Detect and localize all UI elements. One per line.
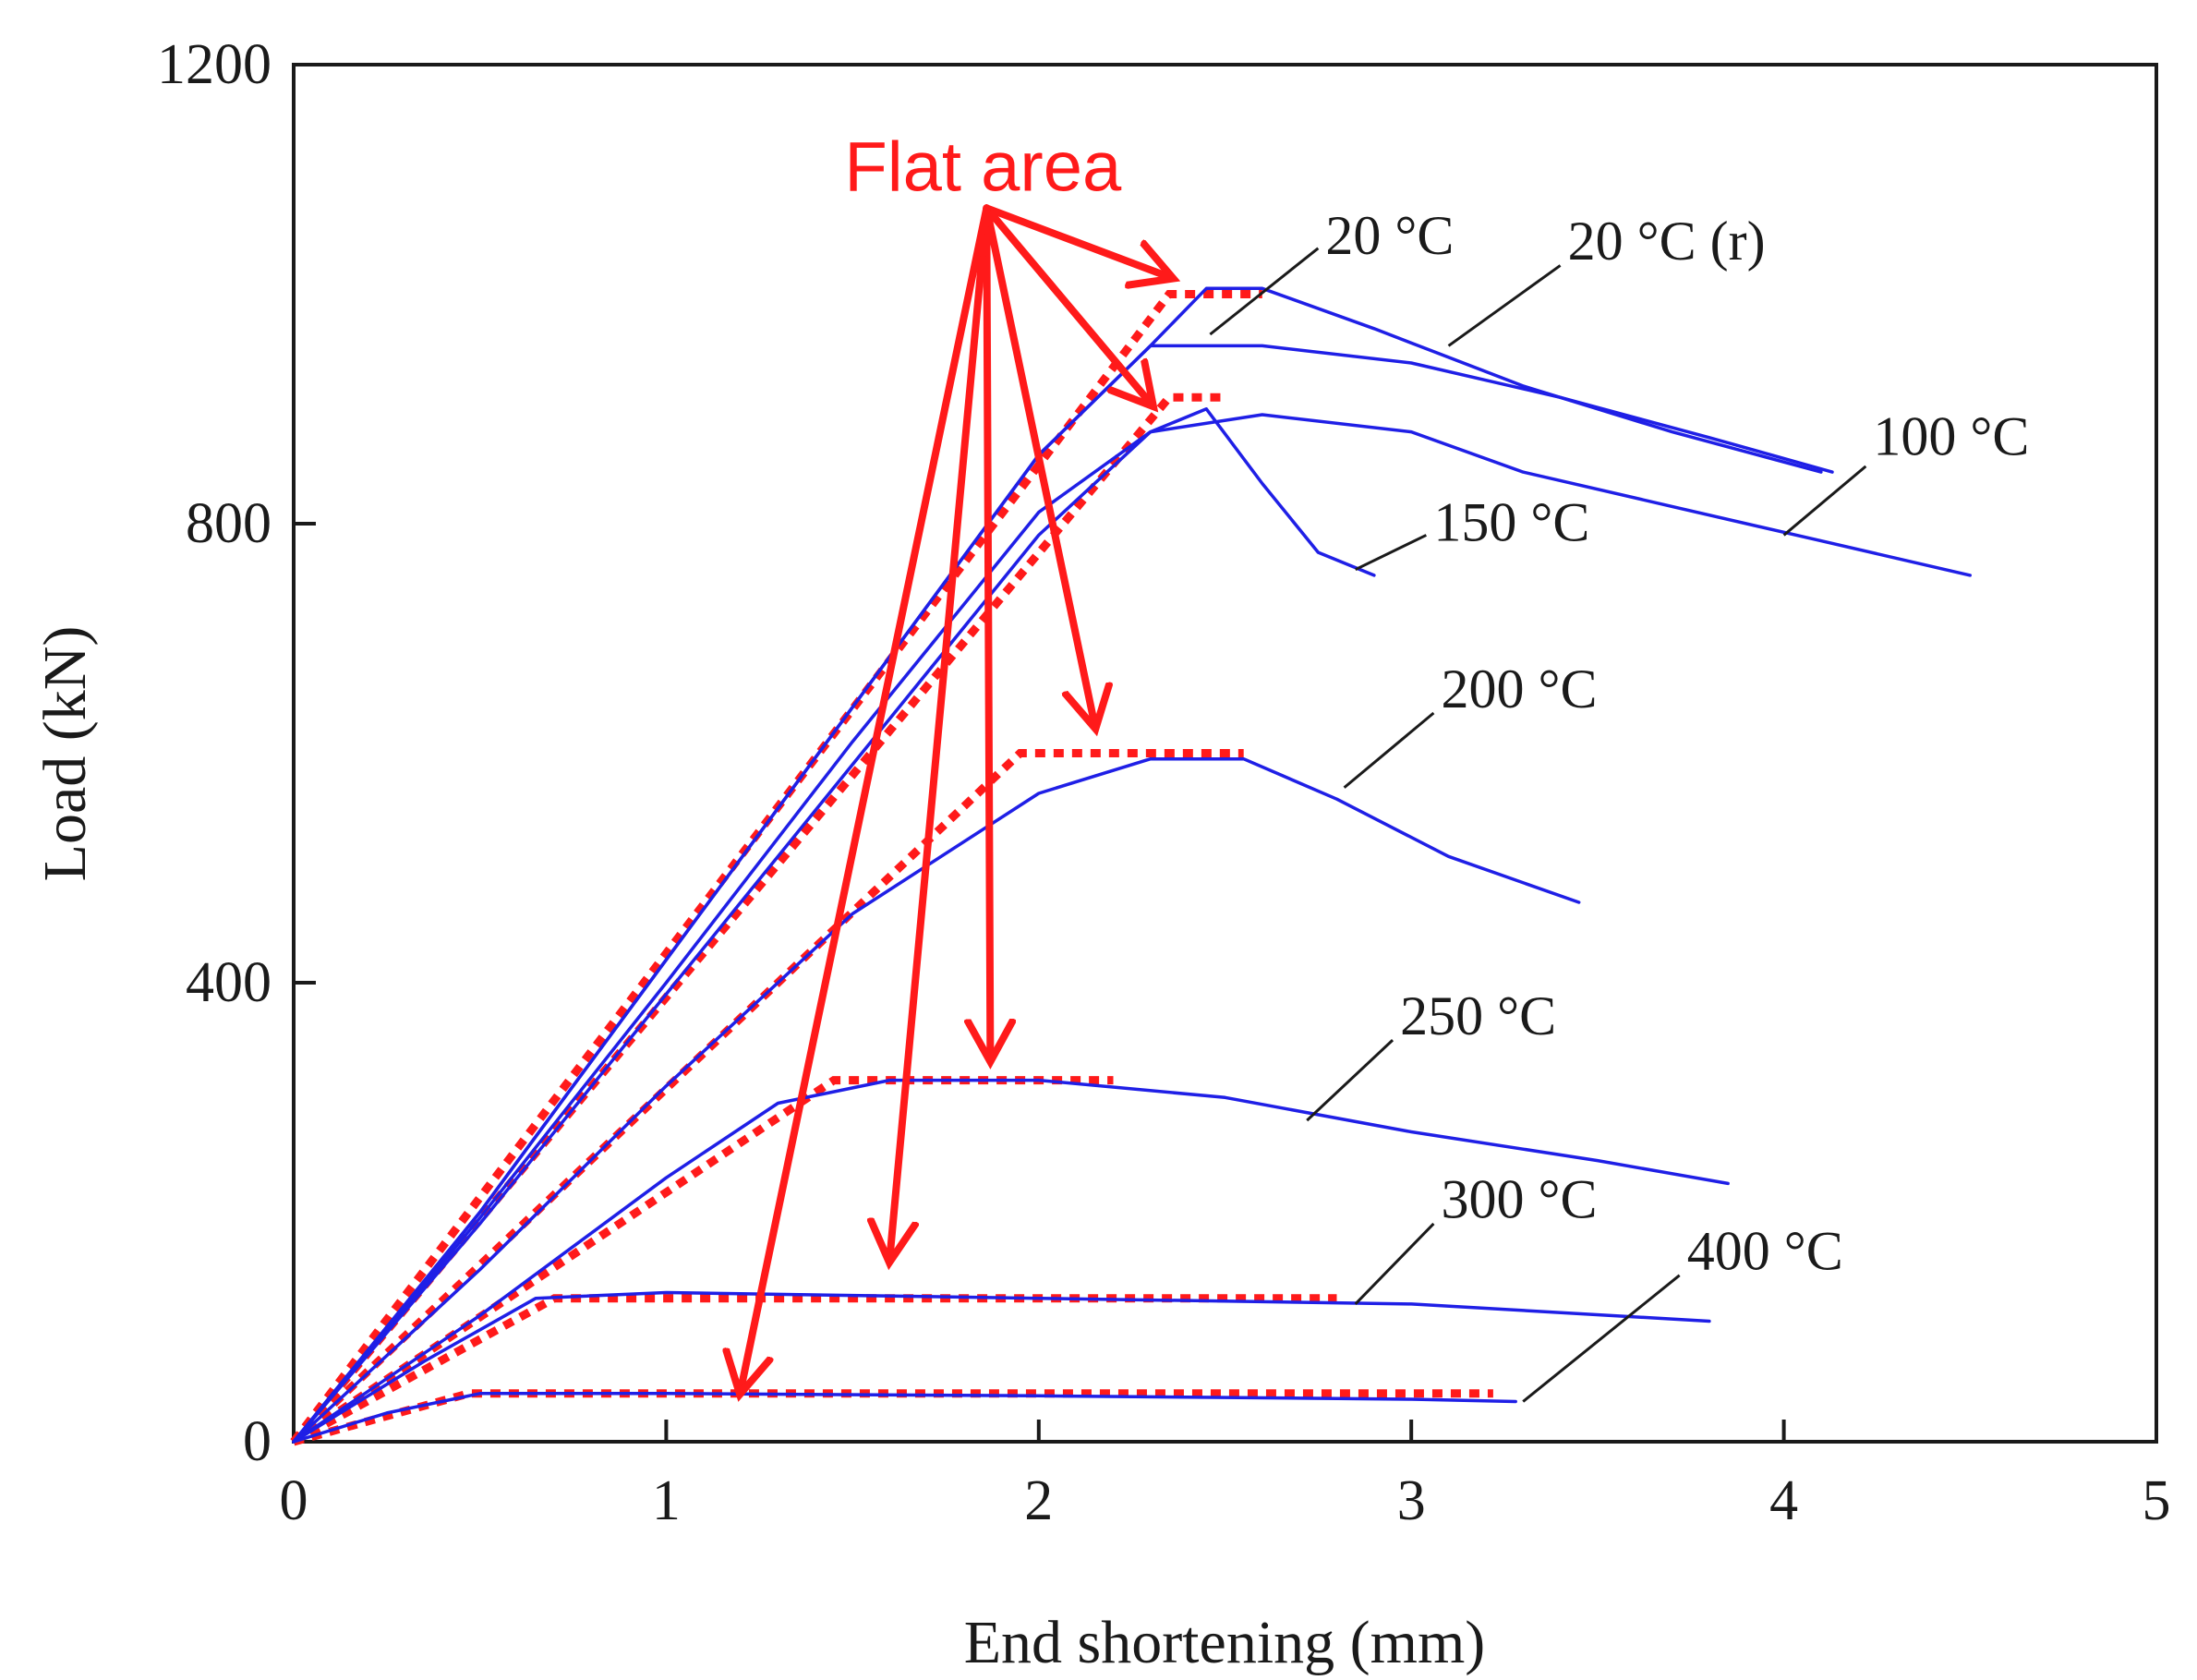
y-tick-label: 0	[243, 1410, 272, 1473]
annotation-arrow	[889, 204, 991, 1258]
series-line	[292, 756, 1581, 1444]
curve-label: 100 °C	[1873, 405, 2029, 466]
y-tick-label: 1200	[157, 33, 272, 96]
curve-label-leader	[1782, 465, 1867, 537]
flat-area-annotation: Flat area	[741, 128, 1169, 1390]
flat-area-fit-line	[290, 749, 1244, 1445]
curve-label: 20 °C (r)	[1568, 211, 1766, 272]
curve-label-leader	[1306, 1039, 1394, 1122]
curve-label-leader	[1447, 264, 1562, 347]
curve-label: 250 °C	[1400, 985, 1556, 1046]
y-tick-label: 400	[186, 951, 272, 1014]
annotation-text: Flat area	[844, 128, 1122, 207]
curve-label: 400 °C	[1687, 1221, 1843, 1282]
x-tick-label: 1	[652, 1469, 681, 1532]
x-tick-label: 5	[2143, 1469, 2171, 1532]
x-tick-label: 0	[280, 1469, 308, 1532]
x-tick-label: 4	[1769, 1469, 1798, 1532]
annotation-arrow	[983, 204, 1094, 724]
curve-label-leader	[1343, 711, 1435, 789]
flat-area-fit-line	[290, 290, 1262, 1444]
curve-label-leader	[1209, 247, 1320, 336]
curve-label: 200 °C	[1441, 659, 1597, 719]
series-line	[292, 1078, 1730, 1444]
y-axis-title: Load (kN)	[31, 626, 99, 882]
annotation-arrow	[741, 204, 991, 1390]
axis-ticks: 0 1 2 3 4 5 0 400 800 1200	[157, 33, 2171, 1532]
flat-area-fit-line	[292, 1389, 1493, 1446]
curve-label: 300 °C	[1441, 1169, 1597, 1230]
curve-labels: 20 °C 20 °C (r) 100 °C 150 °C 200 °C 250 °C 30…	[1209, 205, 2029, 1403]
annotation-arrow	[983, 204, 1150, 403]
annotation-arrow	[986, 204, 990, 1057]
series-line	[292, 344, 1834, 1444]
series-line	[292, 407, 1376, 1444]
curve-label: 150 °C	[1433, 492, 1589, 553]
y-tick-label: 800	[186, 492, 272, 555]
curve-label-leader	[1522, 1274, 1681, 1403]
series-line	[292, 1290, 1711, 1444]
annotation-arrow	[983, 204, 1169, 277]
curve-label: 20 °C	[1325, 205, 1454, 266]
x-tick-label: 3	[1397, 1469, 1426, 1532]
series-line	[292, 413, 1973, 1444]
x-tick-label: 2	[1024, 1469, 1053, 1532]
plot-frame	[292, 63, 2158, 1444]
curve-label-leader	[1355, 534, 1427, 572]
data-series	[292, 286, 1973, 1444]
series-line	[292, 1392, 1517, 1444]
curve-label-leader	[1354, 1222, 1435, 1305]
x-axis-title: End shortening (mm)	[964, 1609, 1486, 1676]
